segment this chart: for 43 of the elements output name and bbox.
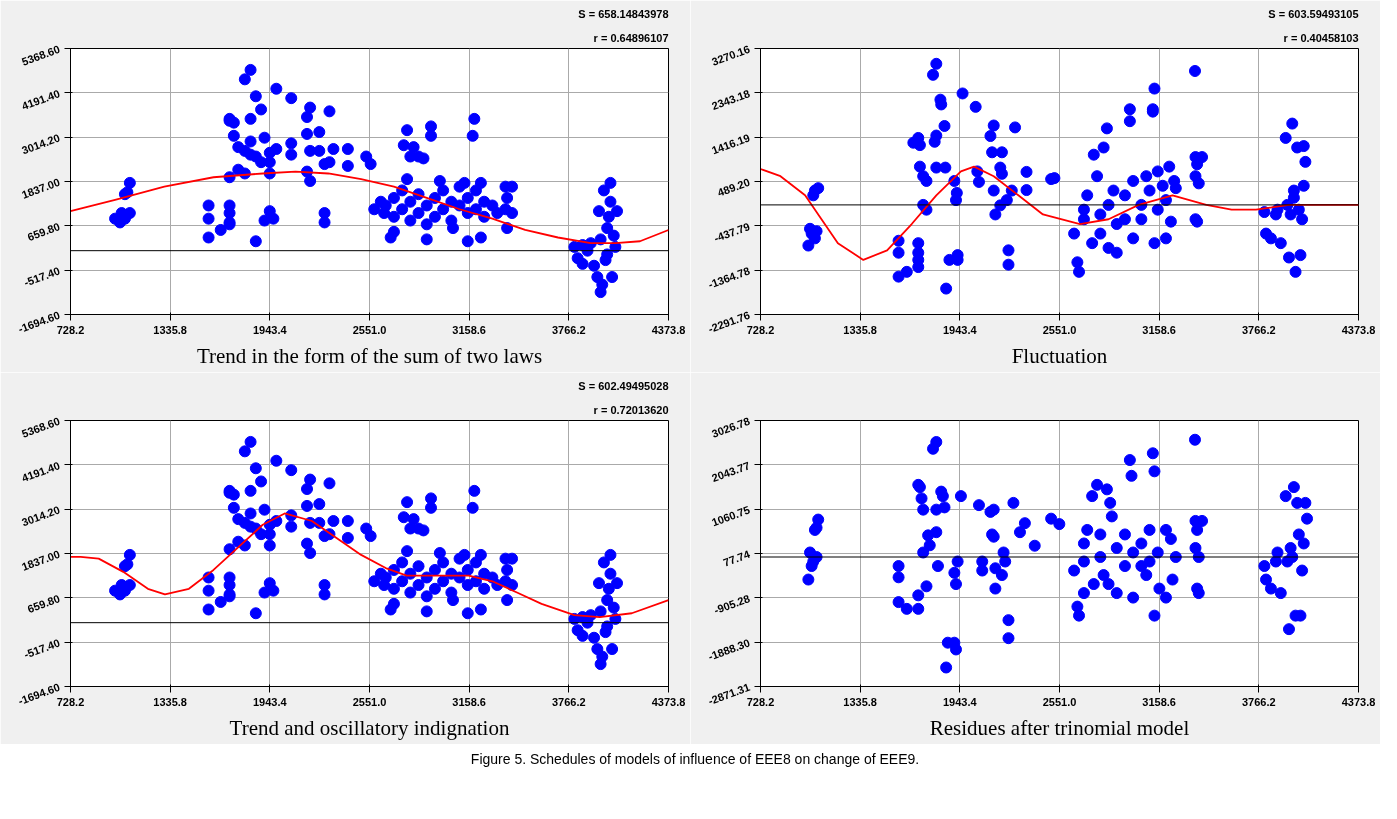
- caption: Figure 5. Schedules of models of influence of EEE8 on change of EEE9.: [470, 750, 920, 769]
- text: S = 602.49495028: [578, 379, 669, 392]
- x-tick-label: 3766.2: [1242, 695, 1276, 708]
- y-tick-label: -905.28: [712, 592, 752, 617]
- x-tick-label: 1335.8: [843, 695, 877, 708]
- x-tick-label: 2551.0: [1042, 323, 1077, 336]
- text: Residues after trinomial model: [929, 715, 1190, 740]
- x-tick-label: 1943.4: [253, 323, 288, 336]
- x-tick-label: 4373.8: [1341, 695, 1376, 708]
- x-tick-label: 2551.0: [1042, 695, 1077, 708]
- text: r = 0.72013620: [593, 403, 669, 416]
- x-tick-label: 3766.2: [552, 695, 586, 708]
- text: Trend in the form of the sum of two laws: [196, 343, 543, 368]
- text: Fluctuation: [1011, 343, 1108, 368]
- y-tick-label: 659.80: [25, 220, 62, 244]
- y-tick-label: -437.79: [712, 220, 752, 245]
- text: S = 603.59493105: [1268, 7, 1359, 20]
- y-tick-label: 659.80: [25, 592, 62, 616]
- y-tick-label: -517.40: [22, 636, 62, 661]
- x-tick-label: 1335.8: [153, 323, 187, 336]
- x-tick-label: 2551.0: [352, 695, 387, 708]
- text: S = 658.14843978: [578, 7, 669, 20]
- x-tick-label: 3766.2: [1242, 323, 1276, 336]
- text: r = 0.64896107: [593, 31, 669, 44]
- x-tick-label: 3158.6: [1142, 323, 1176, 336]
- x-tick-label: 1335.8: [153, 695, 187, 708]
- y-tick-label: -517.40: [22, 264, 62, 289]
- text: r = 0.40458103: [1283, 31, 1359, 44]
- y-tick-label: 489.20: [715, 175, 752, 199]
- text: Trend and oscillatory indignation: [229, 715, 510, 740]
- x-tick-label: 1943.4: [943, 323, 978, 336]
- x-tick-label: 3766.2: [552, 323, 586, 336]
- x-tick-label: 4373.8: [651, 695, 686, 708]
- x-tick-label: 2551.0: [352, 323, 387, 336]
- x-tick-label: 3158.6: [452, 695, 486, 708]
- x-tick-label: 1943.4: [943, 695, 978, 708]
- x-tick-label: 3158.6: [452, 323, 486, 336]
- x-tick-label: 3158.6: [1142, 695, 1176, 708]
- x-tick-label: 1335.8: [843, 323, 877, 336]
- x-tick-label: 4373.8: [651, 323, 686, 336]
- x-tick-label: 4373.8: [1341, 323, 1376, 336]
- x-tick-label: 1943.4: [253, 695, 288, 708]
- y-tick-label: 77.74: [721, 547, 753, 569]
